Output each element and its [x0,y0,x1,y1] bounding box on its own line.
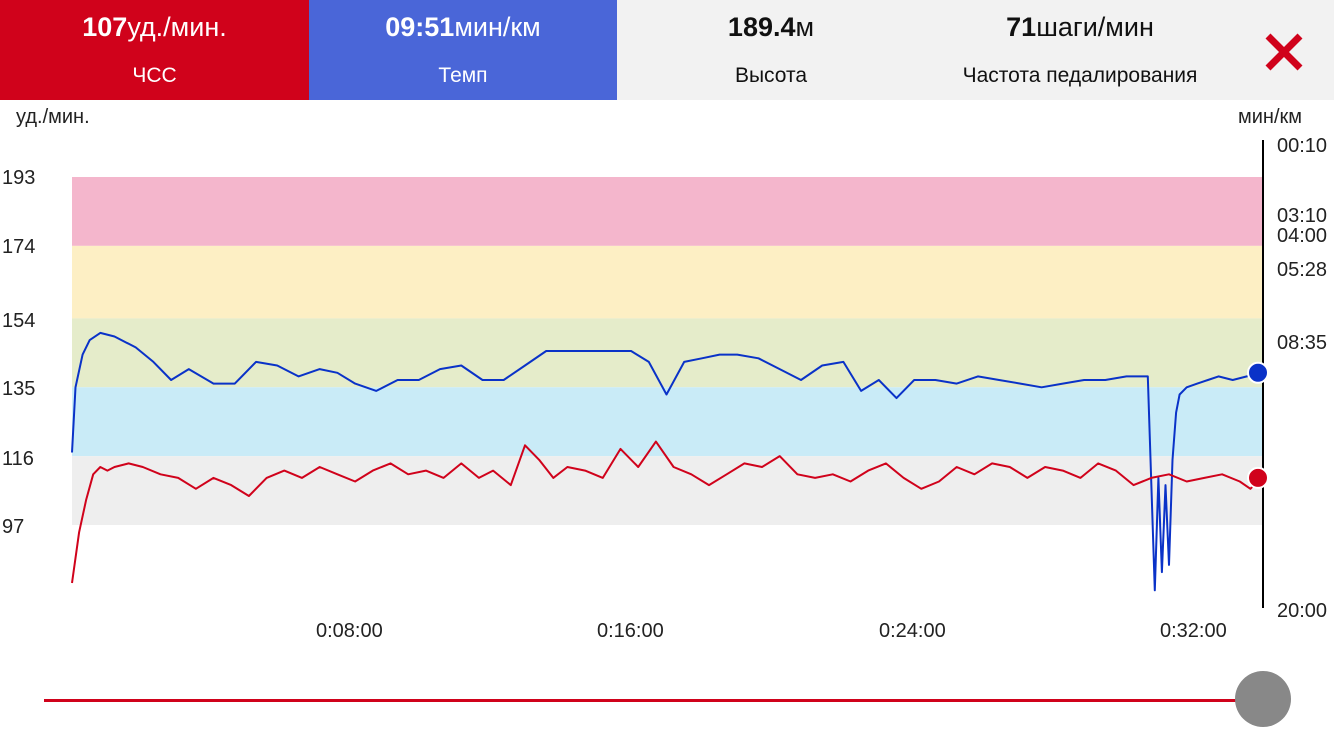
hr-zone-band [72,318,1263,388]
y-tick-right: 04:00 [1277,225,1328,247]
hr-zone-band [72,245,1263,319]
close-icon [1265,33,1303,71]
chart-lines [71,331,1262,592]
hr-zones [72,177,1263,525]
right-axis-unit: мин/км [1238,106,1303,128]
y-tick-right: 05:28 [1277,259,1328,281]
heart-rate-end-marker [1247,466,1269,489]
y-tick-right: 20:00 [1277,600,1328,622]
y-tick-left: 154 [2,310,36,332]
pace-series-line [71,331,1262,592]
pace-label: Темп [438,64,488,87]
y-tick-right: 08:35 [1277,332,1328,354]
x-tick: 0:08:00 [316,620,383,642]
altitude-value: 189.4м [727,12,815,42]
hr-zone-band [72,456,1263,525]
altitude-label: Высота [734,64,808,87]
cadence-value: 71шаги/мин [1006,12,1154,42]
pace-value: 09:51мин/км [385,12,541,42]
heart-rate-series-line [71,440,1262,584]
y-tick-right: 00:10 [1277,135,1328,157]
hr-zone-band [72,177,1263,246]
x-tick: 0:32:00 [1160,620,1227,642]
heart-rate-label: ЧСС [132,64,177,87]
chart-markers [1247,361,1269,489]
tab-pace[interactable]: 09:51мин/км Темп [309,0,617,100]
left-axis-unit: уд./мин. [16,106,90,128]
close-button[interactable] [1258,26,1310,78]
y-tick-left: 193 [2,167,36,189]
timeline-slider-track[interactable] [44,699,1264,702]
metric-tab-bar: 107уд./мин. ЧСС 09:51мин/км Темп 189.4м … [0,0,1334,100]
tab-cadence[interactable]: 71шаги/мин Частота педалирования [925,0,1235,100]
tab-altitude[interactable]: 189.4м Высота [617,0,925,100]
y-tick-left: 116 [2,448,34,470]
hr-zone-band [72,387,1263,457]
tab-heart-rate[interactable]: 107уд./мин. ЧСС [0,0,309,100]
y-tick-left: 135 [2,378,36,400]
x-tick: 0:24:00 [879,620,946,642]
y-tick-left: 174 [2,236,36,258]
y-tick-right: 03:10 [1277,205,1328,227]
y-tick-left: 97 [2,516,25,538]
timeline-slider-thumb[interactable] [1235,671,1291,727]
cadence-label: Частота педалирования [962,64,1198,87]
x-tick: 0:16:00 [597,620,664,642]
pace-end-marker [1247,361,1269,384]
heart-rate-value: 107уд./мин. [82,12,227,42]
